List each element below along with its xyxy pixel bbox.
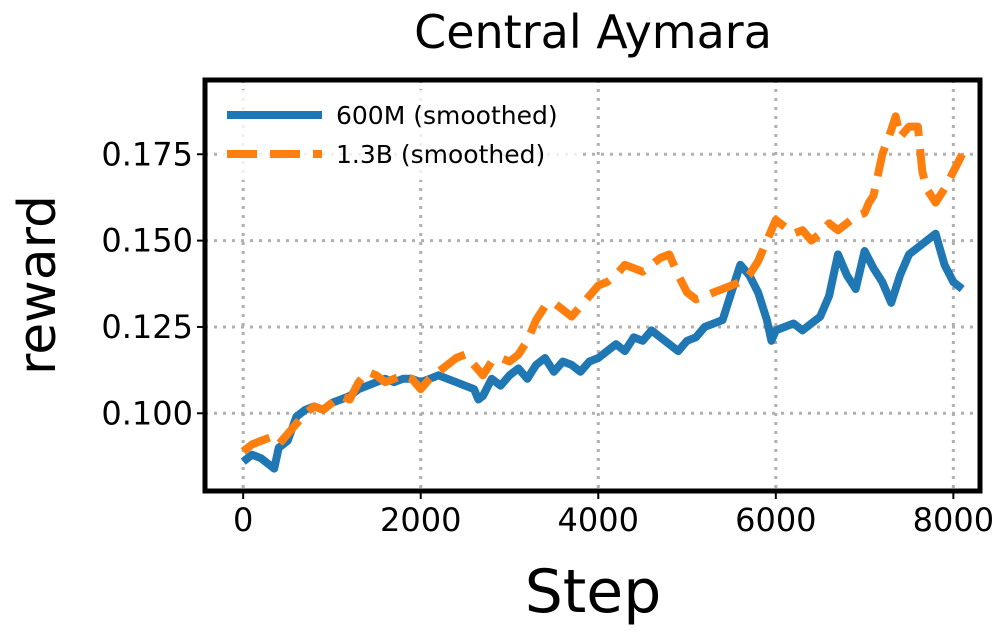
x-axis-ticks: 0 2000 4000 6000 8000	[233, 491, 994, 539]
x-tick-label: 2000	[380, 501, 461, 539]
legend-box	[217, 90, 577, 180]
chart-title: Central Aymara	[414, 5, 772, 59]
series-line-1	[240, 112, 966, 455]
series-lines	[240, 112, 966, 473]
x-tick-label: 4000	[558, 501, 639, 539]
y-tick-label: 0.150	[101, 222, 193, 260]
x-tick-label: 8000	[913, 501, 994, 539]
plot-frame	[202, 77, 983, 494]
legend-label-1-3b: 1.3B (smoothed)	[336, 140, 545, 169]
y-tick-label: 0.100	[101, 394, 193, 432]
x-tick-label: 6000	[735, 501, 816, 539]
y-axis-ticks: 0.100 0.125 0.150 0.175	[101, 135, 205, 432]
x-axis-label: Step	[525, 557, 662, 627]
y-tick-label: 0.125	[101, 308, 193, 346]
grid-lines	[205, 80, 980, 491]
legend-label-600m: 600M (smoothed)	[336, 101, 558, 130]
y-tick-label: 0.175	[101, 135, 193, 173]
legend: 600M (smoothed) 1.3B (smoothed)	[217, 90, 577, 180]
x-tick-label: 0	[233, 501, 253, 539]
y-axis-label: reward	[8, 195, 68, 375]
